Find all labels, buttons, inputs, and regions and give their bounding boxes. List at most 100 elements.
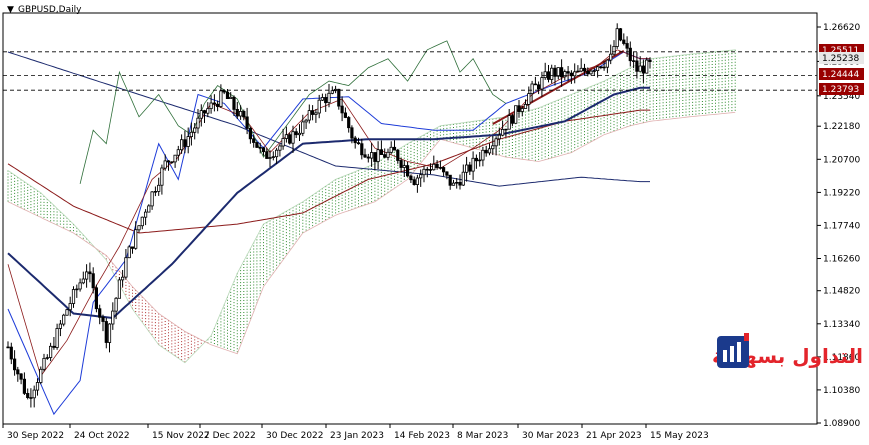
- candle-body: [258, 146, 262, 149]
- y-tick-label: 1.16260: [823, 255, 860, 265]
- candle-body: [458, 181, 462, 186]
- candle-body: [163, 160, 167, 169]
- x-tick-label: 15 Nov 2022: [152, 431, 210, 441]
- candle-body: [369, 152, 374, 159]
- y-tick-label: 1.20700: [823, 155, 860, 165]
- ma-navy-line: [7, 86, 650, 320]
- candle-body: [81, 278, 85, 284]
- candle-body: [422, 168, 426, 176]
- candle-body: [75, 288, 79, 291]
- candle-body: [271, 156, 275, 158]
- candle-body: [438, 167, 443, 169]
- x-tick-label: 7 Dec 2022: [204, 431, 256, 441]
- candle-body: [160, 167, 164, 186]
- candle-body: [304, 119, 308, 123]
- candle-body: [491, 145, 495, 150]
- x-tick-label: 30 Sep 2022: [7, 431, 64, 441]
- price-label-box: [819, 83, 864, 95]
- candle-body: [415, 177, 420, 185]
- candle-body: [150, 191, 154, 207]
- candle-body: [494, 138, 498, 147]
- candle-body: [573, 71, 577, 77]
- y-tick-label: 1.19220: [823, 188, 860, 198]
- y-tick-label: 1.10380: [823, 386, 860, 396]
- candle-body: [405, 165, 410, 177]
- candle-body: [281, 138, 285, 147]
- maroon-ma-line: [7, 109, 650, 234]
- candle-body: [176, 149, 180, 156]
- candle-body: [22, 378, 27, 394]
- candle-body: [464, 164, 469, 173]
- candle-body: [481, 149, 485, 161]
- candle-body: [212, 102, 216, 105]
- candle-body: [409, 175, 413, 181]
- y-tick-label: 1.23540: [823, 92, 860, 102]
- candle-body: [121, 276, 125, 281]
- candle-body: [222, 90, 226, 93]
- candle-body: [134, 229, 138, 249]
- candle-body: [553, 67, 557, 77]
- candle-body: [556, 67, 560, 77]
- long-ma-line: [7, 51, 650, 187]
- candle-body: [514, 105, 518, 124]
- candle-body: [284, 134, 289, 139]
- price-label: 1.24444: [822, 70, 859, 80]
- candle-body: [147, 205, 151, 213]
- candle-body: [579, 67, 583, 72]
- candle-body: [530, 83, 534, 95]
- candle-body: [615, 28, 619, 47]
- candle-body: [419, 174, 423, 179]
- candle-body: [376, 149, 380, 162]
- candle-body: [327, 92, 331, 104]
- candle-body: [62, 314, 66, 325]
- candle-body: [523, 104, 528, 109]
- candle-body: [461, 171, 465, 186]
- candle-body: [52, 345, 56, 348]
- candle-body: [399, 160, 403, 168]
- y-tick-label: 1.13340: [823, 320, 860, 330]
- candle-body: [265, 151, 269, 159]
- candle-body: [140, 216, 144, 227]
- collapse-arrow-icon[interactable]: ▼: [7, 5, 14, 15]
- candle-body: [602, 66, 606, 69]
- candle-body: [517, 105, 521, 112]
- candle-body: [288, 134, 292, 144]
- candle-body: [255, 142, 259, 148]
- candle-body: [186, 136, 190, 147]
- indicator-lines: [7, 40, 650, 416]
- senkou-b-line: [7, 112, 736, 355]
- candle-body: [68, 303, 72, 311]
- x-tick-label: 15 May 2023: [650, 431, 709, 441]
- candle-body: [638, 65, 642, 72]
- candle-body: [45, 357, 49, 359]
- candle-body: [386, 151, 390, 158]
- candle-body: [166, 160, 171, 163]
- candle-body: [196, 117, 200, 129]
- candle-body: [478, 159, 482, 162]
- candle-body: [366, 156, 370, 159]
- candle-body: [402, 165, 406, 168]
- candle-body: [599, 66, 603, 69]
- candle-body: [215, 103, 220, 107]
- candle-body: [85, 271, 89, 280]
- candle-body: [307, 110, 311, 121]
- candle-body: [117, 279, 121, 299]
- candle-body: [202, 110, 207, 114]
- candle-body: [618, 28, 623, 41]
- candle-body: [497, 134, 501, 140]
- candle-body: [101, 316, 105, 322]
- candle-body: [353, 137, 357, 144]
- horizontal-levels: [3, 51, 817, 91]
- candle-body: [91, 273, 95, 289]
- candle-body: [533, 83, 538, 86]
- candle-body: [609, 53, 613, 61]
- candle-body: [107, 323, 112, 343]
- candle-body: [294, 131, 298, 136]
- candle-body: [389, 146, 393, 153]
- candle-body: [504, 128, 508, 131]
- candle-body: [297, 132, 302, 136]
- candle-body: [199, 110, 203, 119]
- candle-body: [301, 121, 305, 134]
- candle-body: [425, 168, 429, 171]
